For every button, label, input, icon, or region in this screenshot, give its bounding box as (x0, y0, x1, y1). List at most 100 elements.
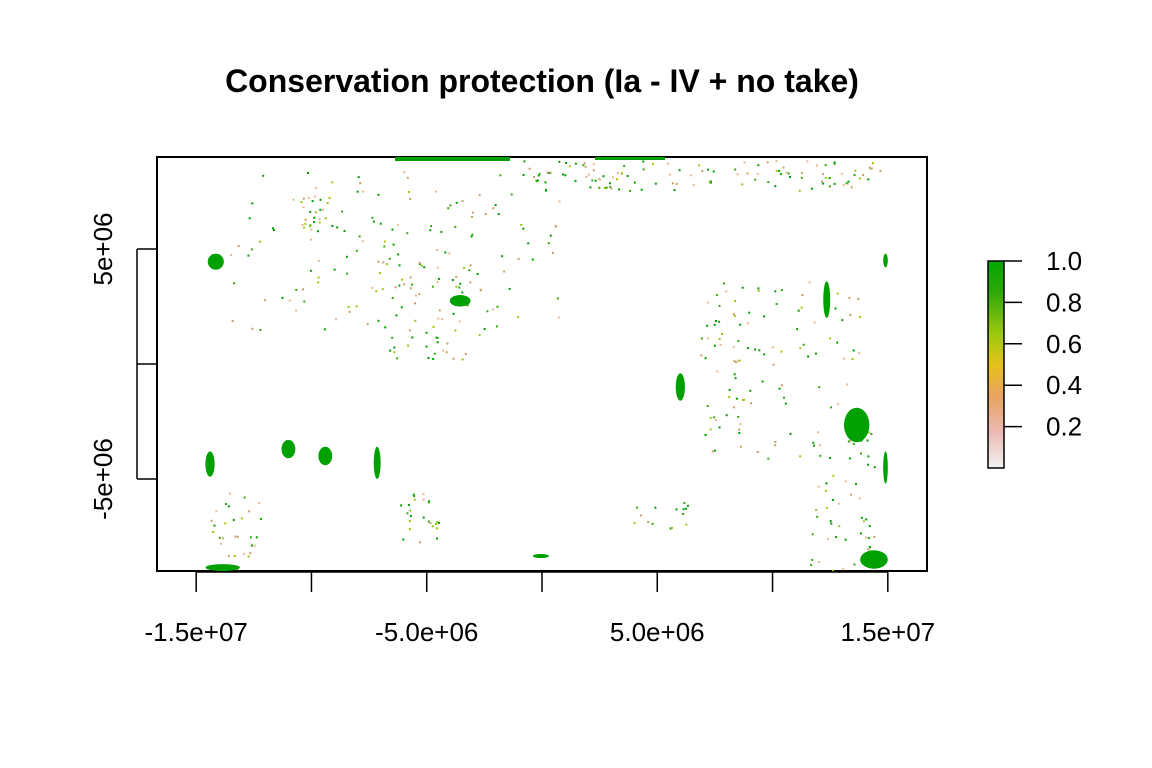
raster-pixel (499, 174, 502, 177)
raster-pixel (240, 517, 243, 520)
raster-pixel (470, 235, 473, 238)
raster-pixel (316, 230, 319, 233)
raster-pixel (879, 169, 882, 172)
raster-pixel (833, 182, 836, 185)
x-tick-label: 1.5e+07 (840, 617, 935, 647)
raster-pixel (718, 304, 721, 307)
raster-pixel (623, 164, 626, 167)
raster-pixel (409, 509, 412, 512)
raster-pixel (846, 182, 849, 185)
raster-pixel (422, 493, 425, 496)
raster-pixel (309, 269, 312, 272)
raster-pixel (407, 191, 410, 193)
raster-pixel (231, 320, 234, 322)
raster-pixel (780, 173, 782, 176)
raster-pixel (459, 282, 462, 285)
raster-pixel (756, 172, 759, 175)
raster-pixel (817, 561, 820, 564)
raster-pixel (407, 344, 410, 347)
raster-pixel (479, 289, 482, 292)
raster-pixel (478, 194, 481, 197)
raster-pixel (837, 502, 840, 505)
raster-pixel (454, 329, 457, 332)
raster-pixel (789, 432, 792, 435)
raster-pixel (709, 428, 712, 431)
raster-pixel (307, 172, 309, 174)
raster-pixel (736, 173, 739, 176)
raster-pixel (682, 508, 685, 511)
raster-pixel (800, 306, 803, 309)
raster-pixel (213, 524, 216, 527)
raster-pixel (438, 277, 440, 280)
raster-pixel (318, 218, 321, 221)
raster-pixel (520, 223, 523, 226)
raster-pixel (221, 537, 224, 540)
raster-pixel (598, 186, 601, 189)
raster-pixel (819, 444, 822, 447)
raster-pixel (419, 541, 421, 544)
raster-pixel (434, 190, 437, 193)
raster-pixel (616, 178, 618, 181)
raster-pixel (436, 281, 439, 284)
raster-pixel (806, 160, 809, 163)
raster-pixel (616, 172, 619, 174)
raster-pixel (468, 269, 471, 272)
raster-pixel (438, 309, 441, 312)
raster-pixel (812, 441, 815, 444)
raster-pixel (550, 171, 553, 174)
x-tick-label: 5.0e+06 (610, 617, 705, 647)
patch-caribbean (449, 295, 471, 307)
raster-pixel (848, 457, 851, 460)
raster-pixel (538, 172, 541, 175)
raster-pixel (394, 286, 397, 289)
raster-pixel (718, 426, 721, 429)
raster-pixel (738, 359, 741, 362)
raster-pixel (249, 536, 252, 539)
raster-pixel (547, 242, 550, 245)
raster-pixel (651, 522, 654, 525)
raster-pixel (737, 359, 740, 362)
raster-pixel (855, 482, 857, 485)
raster-pixel (412, 493, 415, 496)
raster-pixel (774, 444, 777, 447)
raster-pixel (824, 164, 827, 167)
raster-pixel (618, 188, 621, 191)
raster-pixel (227, 555, 230, 558)
raster-pixel (849, 313, 852, 316)
raster-pixel (418, 293, 421, 296)
raster-pixel (671, 526, 673, 529)
raster-pixel (218, 536, 221, 539)
raster-pixel (669, 527, 672, 530)
legend-tick-label: 0.8 (1046, 287, 1082, 317)
raster-pixel (326, 202, 329, 204)
legend-tick-label: 0.2 (1046, 412, 1082, 442)
raster-pixel (398, 284, 401, 287)
raster-pixel (867, 463, 870, 466)
raster-pixel (331, 181, 334, 184)
raster-pixel (733, 315, 736, 317)
raster-pixel (725, 414, 728, 417)
raster-pixel (435, 336, 438, 339)
raster-pixel (715, 320, 717, 322)
raster-pixel (830, 406, 832, 409)
raster-pixel (391, 336, 394, 339)
raster-pixel (535, 180, 538, 183)
raster-pixel (718, 320, 721, 323)
raster-pixel (682, 513, 685, 515)
raster-pixel (444, 251, 447, 254)
raster-pixel (517, 257, 520, 260)
raster-pixel (323, 328, 326, 331)
raster-pixel (427, 501, 430, 504)
raster-pixel (592, 163, 595, 166)
raster-pixel (847, 440, 850, 443)
raster-pixel (381, 288, 384, 291)
raster-pixel (436, 521, 439, 523)
raster-pixel (382, 261, 385, 264)
raster-pixel (704, 357, 707, 360)
raster-pixel (523, 160, 526, 163)
raster-pixel (808, 281, 811, 284)
raster-pixel (829, 520, 832, 523)
raster-pixel (849, 493, 852, 496)
raster-pixel (302, 288, 305, 291)
raster-pixel (713, 323, 716, 326)
